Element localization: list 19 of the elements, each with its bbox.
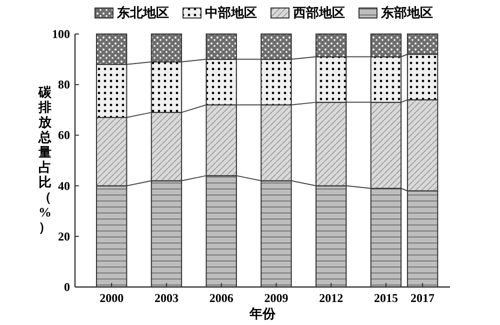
y-tick-label: 20 bbox=[58, 229, 70, 244]
legend-label: 中部地区 bbox=[205, 5, 257, 20]
legend-label: 东部地区 bbox=[380, 5, 433, 20]
y-tick-label: 80 bbox=[58, 78, 70, 92]
x-tick-label: 2017 bbox=[410, 291, 435, 305]
x-axis-title: 年份 bbox=[248, 306, 276, 321]
legend-label: 西部地区 bbox=[292, 5, 345, 20]
x-tick-label: 2015 bbox=[374, 291, 398, 305]
y-tick-label: 100 bbox=[52, 27, 70, 41]
text: 碳排放总量占比（%） bbox=[38, 84, 52, 234]
x-tick-label: 2006 bbox=[209, 291, 234, 305]
y-tick-label: 60 bbox=[58, 128, 70, 142]
x-tick-label: 2012 bbox=[319, 291, 344, 305]
x-tick-label: 2003 bbox=[154, 291, 178, 305]
y-tick-label: 0 bbox=[64, 280, 70, 294]
y-tick-label: 40 bbox=[58, 178, 70, 193]
x-tick-label: 2000 bbox=[100, 291, 124, 305]
legend-label: 东北地区 bbox=[116, 5, 169, 20]
x-tick-label: 2009 bbox=[264, 291, 288, 305]
